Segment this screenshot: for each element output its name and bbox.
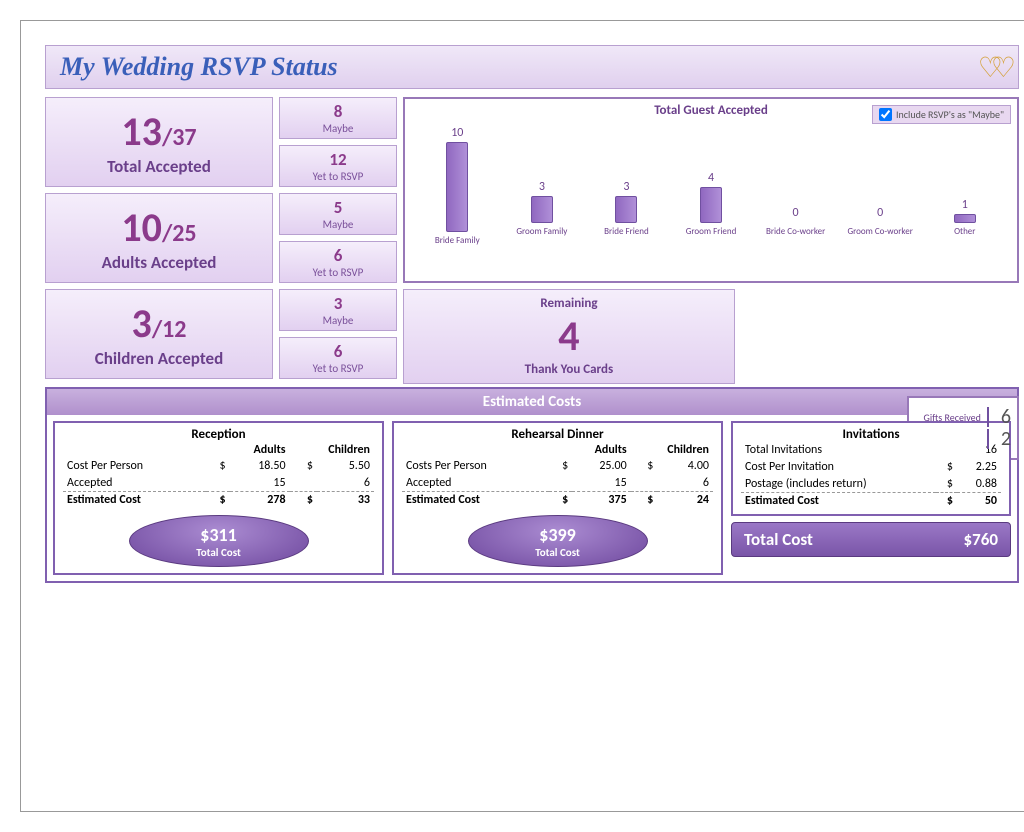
guest-chart-area: 10Bride Family3Groom Family3Bride Friend… [411, 126, 1011, 246]
reception-box: Reception AdultsChildren Cost Per Person… [53, 421, 384, 575]
adults-maybe-card: 5 Maybe [279, 193, 397, 235]
invitations-box: Invitations Total Invitations16 Cost Per… [731, 421, 1011, 575]
thanks-bar [987, 429, 989, 449]
adults-accepted-card: 10/25 Adults Accepted [45, 193, 273, 283]
header-bar: My Wedding RSVP Status ♡♡ [45, 45, 1019, 89]
invitations-table: Total Invitations16 Cost Per Invitation$… [741, 442, 1001, 510]
children-side-stats: 3 Maybe 6 Yet to RSVP [279, 289, 397, 379]
chart-column: 4Groom Friend [669, 126, 754, 246]
page-title: My Wedding RSVP Status [60, 52, 338, 82]
reception-total-oval: $311 Total Cost [129, 515, 309, 567]
chart-column: 3Groom Family [500, 126, 585, 246]
children-maybe-card: 3 Maybe [279, 289, 397, 331]
costs-header: Estimated Costs [47, 389, 1017, 415]
adults-side-stats: 5 Maybe 6 Yet to RSVP [279, 193, 397, 283]
remaining-card: Remaining 4 Thank You Cards [403, 289, 735, 384]
adults-yet-card: 6 Yet to RSVP [279, 241, 397, 283]
chart-column: 0Groom Co-worker [838, 126, 923, 246]
rehearsal-box: Rehearsal Dinner AdultsChildren Costs Pe… [392, 421, 723, 575]
total-den: /37 [162, 123, 197, 152]
hearts-icon: ♡♡ [978, 50, 1004, 85]
total-yet-card: 12 Yet to RSVP [279, 145, 397, 187]
children-accepted-card: 3/12 Children Accepted [45, 289, 273, 379]
rehearsal-total-oval: $399 Total Cost [468, 515, 648, 567]
rehearsal-table: AdultsChildren Costs Per Person$25.00$4.… [402, 442, 713, 509]
total-accepted-card: 13/37 Total Accepted [45, 97, 273, 187]
include-maybe-checkbox[interactable]: Include RSVP's as "Maybe" [872, 105, 1011, 124]
chart-column: 0Bride Co-worker [753, 126, 838, 246]
chart-column: 10Bride Family [415, 126, 500, 246]
dashboard: My Wedding RSVP Status ♡♡ 13/37 Total Ac… [20, 20, 1024, 812]
gifts-bar [987, 407, 989, 427]
children-yet-card: 6 Yet to RSVP [279, 337, 397, 379]
include-maybe-input[interactable] [879, 108, 892, 121]
chart-column: 1Other [922, 126, 1007, 246]
total-cost-bar: Total Cost $760 [731, 522, 1011, 557]
total-num: 13 [121, 107, 162, 156]
reception-table: AdultsChildren Cost Per Person$18.50$5.5… [63, 442, 374, 509]
total-maybe-card: 8 Maybe [279, 97, 397, 139]
guest-chart-panel: Include RSVP's as "Maybe" Total Guest Ac… [403, 97, 1019, 283]
chart-column: 3Bride Friend [584, 126, 669, 246]
costs-section: Estimated Costs Reception AdultsChildren… [45, 387, 1019, 583]
total-label: Total Accepted [107, 156, 211, 177]
total-side-stats: 8 Maybe 12 Yet to RSVP [279, 97, 397, 187]
